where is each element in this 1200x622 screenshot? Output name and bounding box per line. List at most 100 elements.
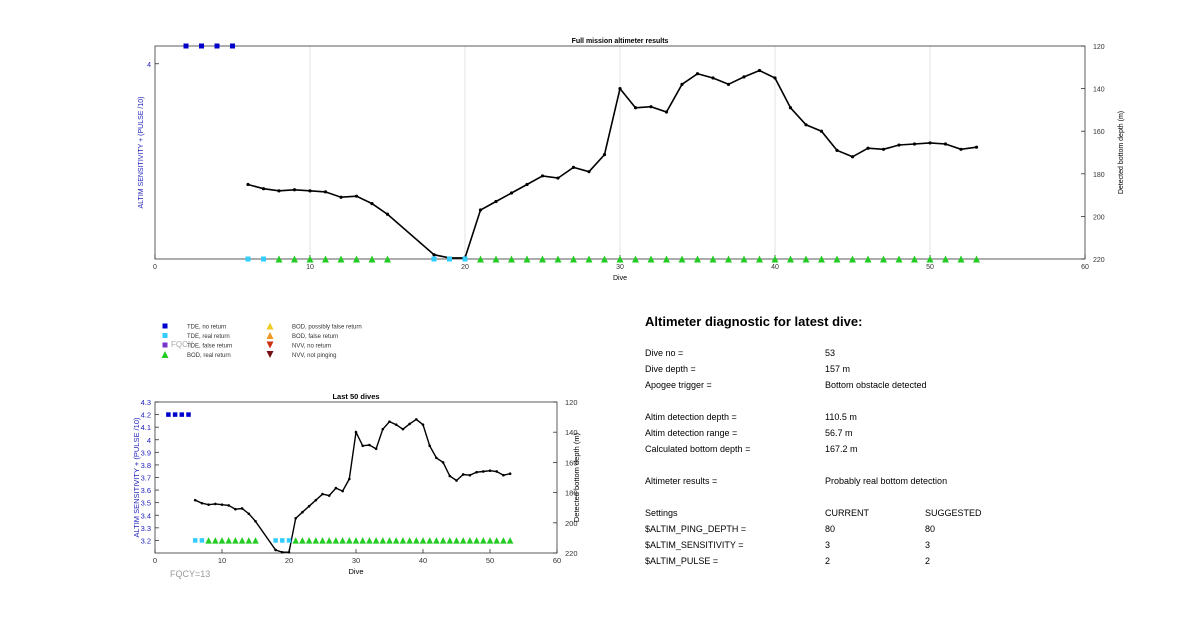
full-mission-chart: 0 10 20 30 40 50 60 120 140 160 180 200 220 4 Full mis…	[138, 38, 1125, 282]
bod-real-return-marker	[477, 255, 484, 263]
depth-point	[220, 503, 224, 506]
depth-point	[556, 176, 560, 180]
bod-real-return-marker	[926, 255, 934, 263]
left-y-axis-label: ALTIM SENSITIVITY + (PULSE /10)	[138, 97, 145, 209]
depth-point	[200, 501, 204, 505]
setting-suggested-sensitivity: 3	[925, 540, 931, 550]
bod-real-return-marker	[709, 255, 717, 263]
bod-real-return-marker	[678, 255, 686, 263]
bod-real-return-marker	[433, 537, 440, 544]
bod-real-return-marker	[353, 255, 360, 263]
left-y-tick-label: 3.7	[141, 474, 151, 483]
bod-real-return-marker	[292, 537, 299, 544]
depth-point	[835, 148, 839, 152]
diag-value-dive-depth: 157 m	[825, 364, 851, 374]
depth-point	[327, 494, 331, 497]
bod-real-return-marker	[585, 255, 593, 263]
bod-real-return-marker	[864, 255, 872, 263]
x-tick-label: 10	[306, 264, 314, 271]
depth-point	[959, 147, 963, 151]
tde-real-return-marker	[261, 256, 266, 262]
diag-value-dive-no: 53	[825, 348, 836, 358]
depth-point	[341, 489, 344, 493]
bod-real-return-marker	[426, 537, 433, 544]
right-y-tick-label: 180	[1093, 172, 1105, 179]
depth-point	[943, 142, 948, 146]
legend-label: BOD, real return	[187, 353, 231, 359]
bod-real-return-marker	[419, 537, 427, 544]
bod-real-return-marker	[756, 255, 763, 263]
depth-point	[314, 498, 318, 502]
bod-real-return-marker	[332, 537, 340, 544]
depth-point	[866, 146, 870, 150]
setting-name-pulse: $ALTIM_PULSE =	[645, 556, 719, 566]
bod-real-return-marker	[473, 537, 480, 544]
depth-point	[850, 155, 855, 159]
depth-point	[294, 516, 298, 520]
chart-title: Last 50 dives	[332, 392, 379, 401]
bod-real-return-marker	[252, 537, 259, 544]
chart-title: Full mission altimeter results	[572, 38, 669, 45]
bod-real-return-marker	[312, 537, 320, 544]
left-y-tick-label: 3.8	[141, 461, 151, 470]
tde-no-return-marker	[230, 43, 235, 49]
x-tick-label: 30	[352, 556, 360, 565]
bod-real-return-marker	[523, 255, 531, 263]
setting-suggested-pulse: 2	[925, 556, 931, 566]
diag-label-calculated-bottom-depth: Calculated bottom depth =	[645, 444, 751, 454]
bod-real-return-marker	[322, 255, 329, 263]
diag-label-apogee-trigger: Apogee trigger =	[645, 380, 712, 390]
depth-point	[478, 208, 483, 212]
right-y-tick-label: 200	[565, 519, 578, 528]
bod-real-return-marker	[453, 537, 460, 544]
tde-no-return-marker	[172, 412, 178, 417]
depth-point	[788, 106, 793, 110]
bod-real-return-marker	[570, 255, 577, 263]
bod-real-return-marker	[787, 255, 794, 263]
legend-marker	[162, 333, 168, 338]
diag-value-altim-detection-range: 56.7 m	[825, 428, 853, 438]
right-y-tick-label: 220	[565, 549, 578, 558]
right-y-tick-label: 120	[1093, 44, 1105, 51]
diag-value-altimeter-results: Probably real bottom detection	[825, 476, 948, 486]
depth-series-line	[247, 69, 977, 259]
depth-point	[301, 510, 304, 514]
depth-point	[246, 182, 250, 187]
depth-point	[287, 550, 291, 554]
depth-point	[495, 470, 499, 473]
bod-real-return-marker	[880, 255, 887, 263]
bod-real-return-marker	[368, 255, 376, 263]
depth-point	[401, 427, 405, 431]
x-tick-label: 20	[285, 556, 293, 565]
setting-name-sensitivity: $ALTIM_SENSITIVITY =	[645, 540, 744, 550]
depth-point	[819, 129, 824, 133]
diag-value-apogee-trigger: Bottom obstacle detected	[825, 380, 927, 390]
depth-point	[502, 473, 505, 477]
x-axis-label: Dive	[613, 275, 627, 282]
bod-real-return-marker	[372, 537, 380, 544]
depth-point	[649, 105, 653, 109]
tde-real-return-marker	[273, 538, 278, 543]
legend-label: TDE, false return	[187, 344, 232, 350]
x-tick-label: 10	[218, 556, 226, 565]
depth-point	[227, 504, 230, 507]
bod-real-return-marker	[325, 537, 333, 544]
bod-real-return-marker	[539, 255, 546, 263]
diag-value-altim-detection-depth: 110.5 m	[825, 412, 857, 422]
setting-current-ping-depth: 80	[825, 524, 836, 534]
x-tick-label: 0	[153, 264, 157, 271]
altimeter-diagnostic-panel: Altimeter diagnostic for latest dive: Di…	[645, 310, 1165, 590]
bod-real-return-marker	[319, 537, 326, 544]
bod-real-return-marker	[647, 255, 655, 263]
depth-point	[435, 456, 438, 460]
bod-real-return-marker	[601, 255, 608, 263]
depth-point	[928, 141, 932, 145]
depth-point	[742, 75, 746, 79]
bod-real-return-marker	[663, 255, 670, 263]
x-tick-label: 0	[153, 556, 157, 565]
tde-real-return-marker	[192, 538, 198, 543]
left-y-tick-label: 3.5	[141, 499, 151, 508]
bod-real-return-marker	[459, 537, 467, 544]
legend-label: BOD, possibly false return	[292, 325, 362, 331]
marker-legend: TDE, no return TDE, real return TDE, false…	[161, 322, 362, 359]
